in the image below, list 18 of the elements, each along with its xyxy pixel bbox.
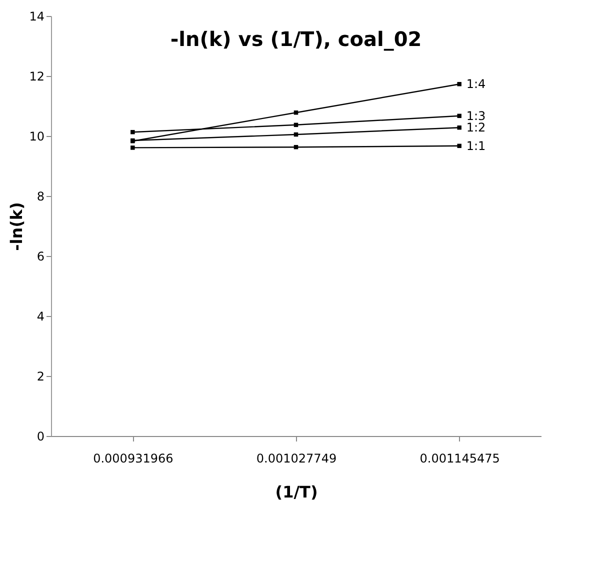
x-tick-label: 0.000931966 <box>93 452 174 466</box>
y-tick-label: 2 <box>36 370 44 384</box>
x-tick-label: 0.001027749 <box>256 452 337 466</box>
y-tick-label: 4 <box>36 310 44 324</box>
y-axis-title: -ln(k) <box>7 202 26 251</box>
x-axis-title: (1/T) <box>275 482 318 502</box>
text: -ln(k) vs (1/T), coal_02 <box>170 27 422 51</box>
y-tick-label: 8 <box>36 190 44 204</box>
series-label: 1:3 <box>466 108 486 123</box>
y-tick-label: 10 <box>29 130 44 144</box>
y-tick-label: 14 <box>29 10 44 24</box>
y-tick-label: 0 <box>36 430 44 444</box>
x-tick-label: 0.001145475 <box>420 452 500 466</box>
series-label: 1:1 <box>466 138 486 153</box>
series-label: 1:4 <box>466 77 486 92</box>
series-label: 1:2 <box>466 120 486 135</box>
y-tick-label: 12 <box>29 70 44 84</box>
y-tick-label: 6 <box>36 250 44 264</box>
